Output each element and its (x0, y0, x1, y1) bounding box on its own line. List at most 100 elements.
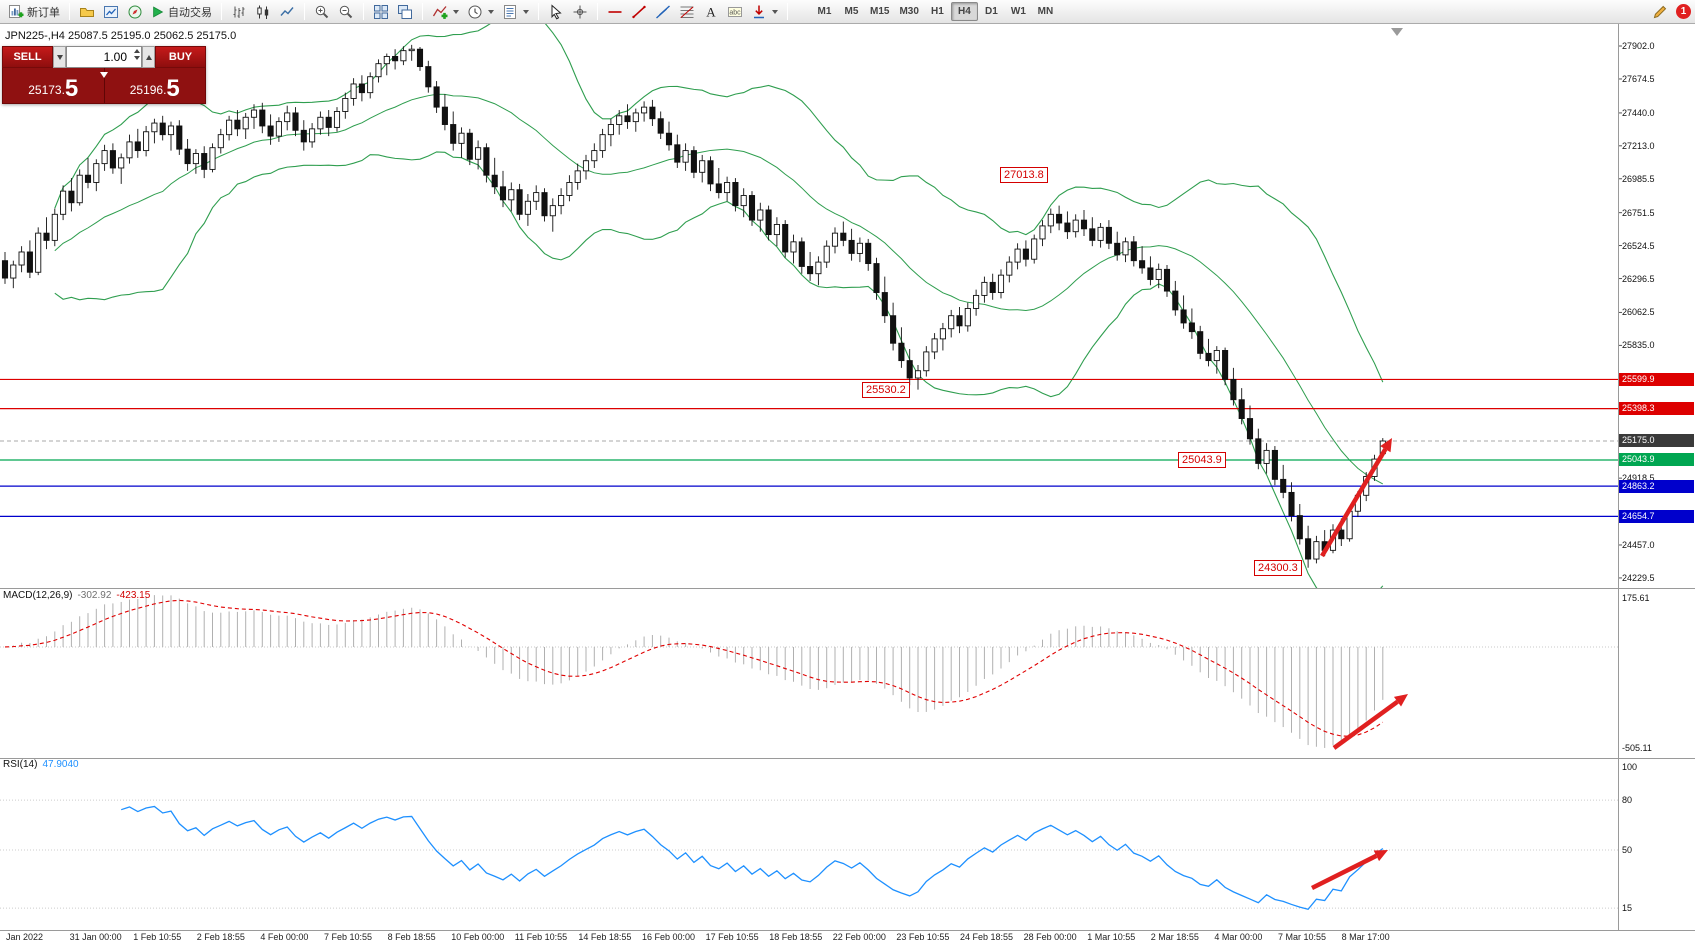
time-axis-label: 23 Feb 10:55 (896, 932, 950, 942)
cascade-windows-button[interactable] (393, 1, 417, 22)
horizontal-line-icon (608, 10, 622, 13)
price-callout[interactable]: 25043.9 (1178, 451, 1226, 468)
dropdown-caret-icon (453, 9, 459, 14)
macd-label-text: MACD(12,26,9) (3, 590, 73, 601)
one-click-trading-widget: SELL BUY 25173. 5 25196. 5 (2, 46, 206, 104)
horizontal-line-tool-button[interactable] (603, 1, 627, 22)
auto-trading-button[interactable]: 自动交易 (147, 1, 216, 22)
toolbar-separator (304, 3, 305, 20)
zoom-in-button[interactable] (310, 1, 334, 22)
price-axis-separator[interactable] (1618, 24, 1619, 930)
toolbar-separator (787, 3, 788, 20)
timeframe-button-w1[interactable]: W1 (1010, 6, 1026, 17)
timeframe-button-m30[interactable]: M30 (899, 6, 919, 17)
sell-price[interactable]: 25173. 5 (3, 68, 104, 103)
price-level-label[interactable]: 24863.2 (1619, 479, 1694, 493)
time-axis-label: 17 Feb 10:55 (705, 932, 759, 942)
bar-chart-button[interactable] (227, 1, 251, 22)
price-level-label[interactable]: 25599.9 (1619, 372, 1694, 386)
timeframe-button-mn[interactable]: MN (1037, 6, 1054, 17)
indicators-button[interactable] (428, 1, 463, 22)
buy-price-small: 25196. (129, 83, 167, 97)
price-axis-tick: 26751.5 (1622, 207, 1655, 218)
buy-price-big: 5 (166, 75, 180, 102)
main-toolbar: 新订单 自动交易 (0, 0, 1695, 24)
time-axis-label: 28 Feb 00:00 (1023, 932, 1077, 942)
tile-windows-icon (374, 4, 388, 19)
line-chart-button[interactable] (275, 1, 299, 22)
toolbar-separator (221, 3, 222, 20)
templates-icon (504, 4, 516, 19)
rsi-panel-separator[interactable] (0, 758, 1695, 762)
toolbar-separator (69, 3, 70, 20)
edit-button[interactable] (1648, 1, 1672, 22)
price-axis-tick: 26062.5 (1622, 307, 1655, 318)
crosshair-tool-button[interactable] (568, 1, 592, 22)
trendline-tool-button[interactable] (627, 1, 651, 22)
profiles-icon (80, 7, 94, 17)
volume-increase-button[interactable] (142, 46, 155, 68)
dropdown-caret-icon (488, 9, 494, 14)
time-axis-label: 16 Feb 00:00 (642, 932, 696, 942)
timeframe-button-m5[interactable]: M5 (844, 6, 859, 17)
sell-button[interactable]: SELL (2, 46, 53, 68)
label-tool-button[interactable]: abc (723, 1, 747, 22)
arrows-tool-button[interactable] (747, 1, 782, 22)
price-level-label[interactable]: 24654.7 (1619, 509, 1694, 523)
timeframe-button-h1[interactable]: H1 (931, 6, 944, 17)
channel-icon (656, 4, 670, 19)
price-callout[interactable]: 24300.3 (1254, 559, 1302, 576)
notifications-badge[interactable]: 1 (1676, 4, 1691, 19)
text-tool-button[interactable]: A (699, 1, 723, 22)
time-axis-label: Jan 2022 (6, 932, 44, 942)
buy-price[interactable]: 25196. 5 (105, 68, 206, 103)
time-axis-label: 8 Mar 17:00 (1341, 932, 1390, 942)
new-order-button[interactable]: 新订单 (4, 1, 64, 22)
timeframe-button-h4[interactable]: H4 (950, 2, 978, 21)
time-axis-label: 2 Feb 18:55 (196, 932, 245, 942)
macd-axis-min-label: -505.11 (1622, 743, 1652, 753)
price-axis-tick: 27440.0 (1622, 107, 1655, 118)
up-triangle-icon (145, 54, 152, 60)
market-watch-button[interactable] (99, 1, 123, 22)
time-axis-label: 24 Feb 18:55 (960, 932, 1014, 942)
volume-decrease-button[interactable] (53, 46, 66, 68)
candlestick-chart-button[interactable] (251, 1, 275, 22)
price-callout[interactable]: 27013.8 (1000, 166, 1048, 183)
navigator-button[interactable] (123, 1, 147, 22)
toolbar-separator (363, 3, 364, 20)
buy-button[interactable]: BUY (155, 46, 206, 68)
price-callout[interactable]: 25530.2 (862, 381, 910, 398)
time-axis-label: 10 Feb 00:00 (451, 932, 505, 942)
fibonacci-tool-button[interactable] (675, 1, 699, 22)
time-axis-label: 1 Feb 10:55 (133, 932, 182, 942)
templates-button[interactable] (498, 1, 533, 22)
channel-tool-button[interactable] (651, 1, 675, 22)
market-watch-icon (104, 5, 118, 18)
svg-text:abc: abc (729, 9, 741, 16)
new-order-icon (9, 4, 24, 18)
periods-button[interactable] (463, 1, 498, 22)
text-tool-icon: A (706, 4, 716, 19)
cursor-icon (551, 3, 562, 19)
price-level-label[interactable]: 25043.9 (1619, 453, 1694, 467)
label-tool-icon: abc (728, 6, 742, 17)
tile-windows-button[interactable] (369, 1, 393, 22)
macd-panel-separator[interactable] (0, 588, 1695, 592)
volume-spinner[interactable] (134, 49, 140, 60)
time-axis-separator[interactable] (0, 930, 1695, 934)
periods-clock-icon (468, 5, 482, 18)
price-level-label[interactable]: 25398.3 (1619, 402, 1694, 416)
trendline-icon (632, 5, 646, 18)
volume-input[interactable] (66, 46, 142, 68)
profiles-button[interactable] (75, 1, 99, 22)
cursor-tool-button[interactable] (544, 1, 568, 22)
price-axis-tick: 25835.0 (1622, 340, 1655, 351)
chart-shift-marker-icon (1391, 28, 1403, 36)
zoom-out-button[interactable] (334, 1, 358, 22)
timeframe-button-m1[interactable]: M1 (817, 6, 832, 17)
toolbar-separator (538, 3, 539, 20)
timeframe-button-d1[interactable]: D1 (985, 6, 998, 17)
timeframe-button-m15[interactable]: M15 (870, 6, 890, 17)
